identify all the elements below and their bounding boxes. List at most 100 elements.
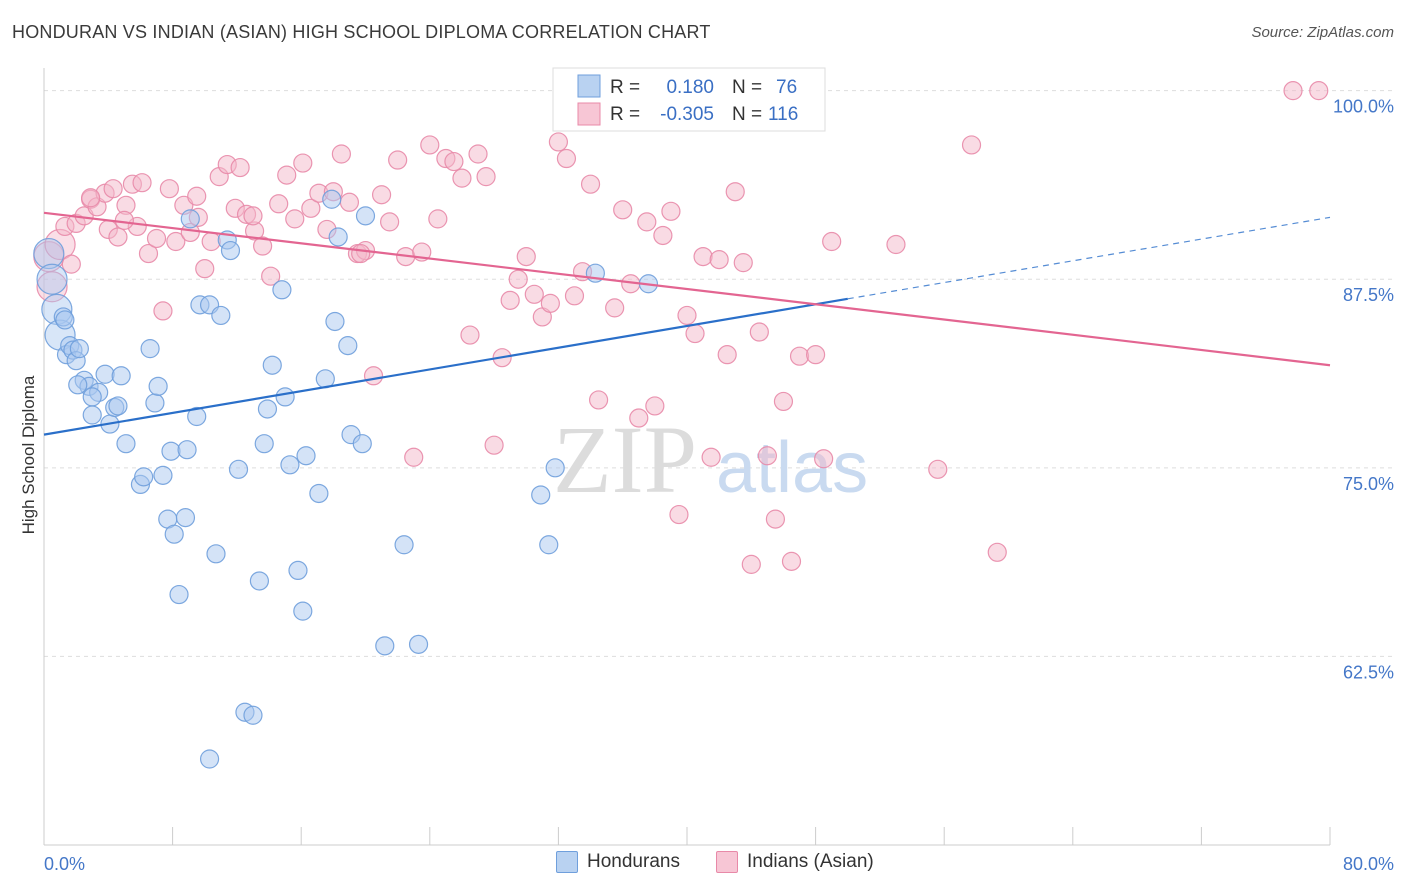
indians-asian-point-113: [187, 186, 207, 206]
indians-asian-point-39: [301, 198, 321, 218]
hondurans-point-62: [394, 535, 414, 555]
indians-asian-point-99: [781, 551, 802, 571]
indians-asian-point-16: [132, 173, 152, 193]
indians-asian-point-108: [987, 542, 1007, 562]
hondurans-point-35: [206, 544, 226, 564]
hondurans-point-52: [309, 483, 329, 504]
hondurans-point-60: [355, 206, 376, 226]
indians-asian-point-82: [645, 396, 665, 416]
indians-asian-point-104: [822, 231, 842, 252]
indians-asian-point-75: [588, 390, 609, 410]
indians-asian-point-85: [669, 504, 689, 525]
y-tick-label-1: 87.5%: [1343, 285, 1394, 305]
hondurans-point-32: [187, 406, 207, 427]
indians-asian-point-37: [285, 209, 305, 229]
indians-asian-point-107: [961, 135, 982, 155]
indians-asian-point-61: [476, 167, 496, 187]
legend-label-indians-asian: Indians (Asian): [747, 851, 874, 872]
hondurans-point-43: [254, 434, 274, 454]
y-tick-labels: 100.0% 87.5% 75.0% 62.5%: [1333, 97, 1394, 683]
indians-asian-point-11: [103, 179, 123, 199]
indians-asian-point-81: [637, 212, 657, 232]
hondurans-point-0: [33, 237, 65, 270]
indians-asian-point-97: [765, 509, 786, 529]
indians-asian-point-38: [293, 153, 313, 173]
legend-swatch-blue: [556, 851, 578, 873]
hondurans-point-48: [280, 455, 300, 475]
indians-asian-point-17: [138, 243, 159, 264]
indians-asian-point-71: [556, 148, 577, 169]
hondurans-point-22: [145, 393, 165, 413]
indians-asian-point-96: [757, 446, 777, 466]
hondurans-point-47: [275, 387, 295, 407]
indians-asian-point-94: [741, 554, 761, 574]
hondurans-point-75: [108, 396, 128, 416]
indians-asian-point-44: [339, 192, 360, 212]
indians-asian-point-98: [773, 391, 794, 412]
y-axis-label: High School Diploma: [19, 375, 38, 534]
legend-label-hondurans: Hondurans: [587, 851, 680, 872]
legend-swatch-pink: [716, 851, 738, 873]
indians-asian-point-65: [508, 269, 528, 289]
hondurans-point-9: [69, 339, 89, 359]
hondurans-point-26: [161, 441, 181, 461]
indians-asian-point-110: [1309, 81, 1329, 101]
indians-asian-point-20: [159, 179, 179, 199]
indians-asian-point-57: [444, 151, 464, 172]
indians-asian-point-33: [253, 236, 273, 256]
legend-item-hondurans: Hondurans: [556, 851, 680, 873]
watermark-atlas: atlas: [716, 428, 868, 508]
indians-asian-point-112: [114, 210, 134, 230]
indians-asian-point-89: [701, 447, 721, 467]
hondurans-point-14: [95, 364, 115, 384]
series-indians-asian: [33, 81, 1329, 574]
hondurans-point-42: [249, 571, 270, 591]
hondurans-point-73: [82, 387, 102, 407]
hondurans-point-38: [220, 240, 241, 261]
indians-asian-point-54: [420, 135, 440, 155]
x-tick-label-0: 0.0%: [44, 854, 85, 874]
indians-asian-point-43: [331, 144, 351, 164]
y-tick-label-3: 62.5%: [1343, 662, 1394, 682]
indians-asian-point-90: [709, 250, 729, 270]
indians-asian-point-58: [452, 168, 472, 188]
hondurans-point-31: [180, 209, 200, 229]
hondurans-point-57: [338, 336, 358, 356]
indians-asian-point-83: [653, 225, 673, 246]
hondurans-point-59: [352, 434, 372, 454]
hondurans-point-20: [134, 467, 154, 487]
indians-asian-point-26: [201, 231, 221, 252]
correlation-legend: R = 0.180 N = 76 R = -0.305 N = 116: [552, 67, 826, 132]
indians-asian-point-70: [548, 132, 569, 152]
indians-asian-point-66: [516, 246, 536, 267]
indians-asian-point-93: [733, 253, 753, 273]
hondurans-point-23: [148, 376, 168, 396]
indians-asian-point-86: [677, 305, 697, 326]
chart-source: Source: ZipAtlas.com: [1251, 24, 1394, 41]
hondurans-point-27: [164, 524, 184, 544]
indians-asian-point-21: [166, 231, 186, 252]
indians-asian-point-100: [789, 346, 810, 366]
indians-asian-point-67: [524, 284, 544, 304]
indians-asian-point-52: [404, 447, 424, 467]
hondurans-point-28: [169, 584, 189, 605]
hondurans-point-46: [272, 280, 292, 300]
indians-asian-point-115: [351, 243, 371, 264]
grid-lines: [44, 90, 1392, 657]
legend-n-value-1: 76: [776, 77, 797, 98]
indians-asian-point-59: [460, 325, 480, 345]
indians-asian-point-50: [388, 150, 408, 170]
hondurans-point-50: [293, 601, 313, 621]
hondurans-point-21: [140, 339, 160, 359]
hondurans-point-74: [68, 375, 88, 395]
indians-asian-point-62: [484, 435, 504, 455]
hondurans-point-44: [257, 399, 278, 419]
hondurans-point-66: [545, 458, 565, 478]
indians-asian-point-78: [613, 200, 633, 220]
hondurans-point-45: [262, 355, 282, 375]
legend-r-value-2: -0.305: [660, 104, 714, 125]
hondurans-point-71: [199, 749, 220, 769]
hondurans-point-17: [111, 366, 131, 386]
indians-asian-point-30: [230, 157, 250, 178]
